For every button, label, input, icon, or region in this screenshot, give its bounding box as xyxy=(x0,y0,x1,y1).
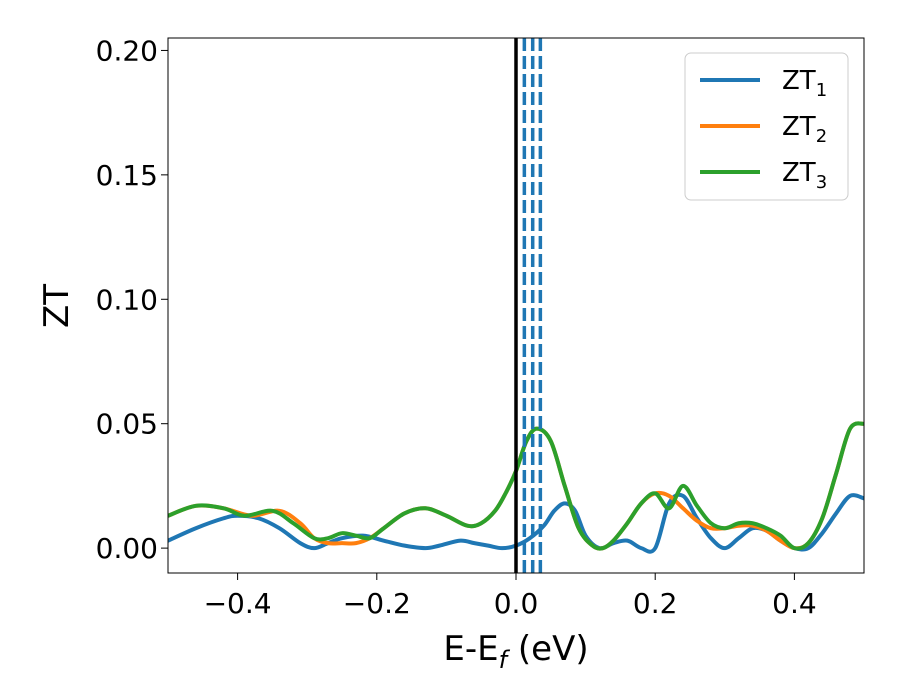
x-tick-label: −0.2 xyxy=(343,587,411,620)
legend-label-zt1: ZT1 xyxy=(782,66,827,101)
x-tick-label: 0.0 xyxy=(494,587,539,620)
reference-lines xyxy=(514,38,543,573)
x-axis-title: E-Ef (eV) xyxy=(443,629,588,674)
series-line-zt3 xyxy=(168,421,864,551)
y-axis-ticks: 0.00 0.05 0.10 0.15 0.20 xyxy=(96,34,168,565)
y-axis-title: ZT xyxy=(37,284,77,328)
legend: ZT1 ZT2 ZT3 xyxy=(684,52,849,201)
legend-label-zt2: ZT2 xyxy=(782,112,827,147)
y-tick-label: 0.10 xyxy=(96,283,158,316)
y-tick-label: 0.05 xyxy=(96,408,158,441)
legend-label-zt3: ZT3 xyxy=(782,158,827,193)
y-tick-label: 0.20 xyxy=(96,34,158,67)
legend-box xyxy=(684,52,849,201)
x-tick-label: 0.2 xyxy=(633,587,678,620)
y-tick-label: 0.00 xyxy=(96,532,158,565)
series-layer xyxy=(168,421,864,554)
x-tick-label: −0.4 xyxy=(204,587,272,620)
y-tick-label: 0.15 xyxy=(96,159,158,192)
x-axis-ticks: −0.4 −0.2 0.0 0.2 0.4 xyxy=(204,573,817,620)
x-tick-label: 0.4 xyxy=(772,587,817,620)
